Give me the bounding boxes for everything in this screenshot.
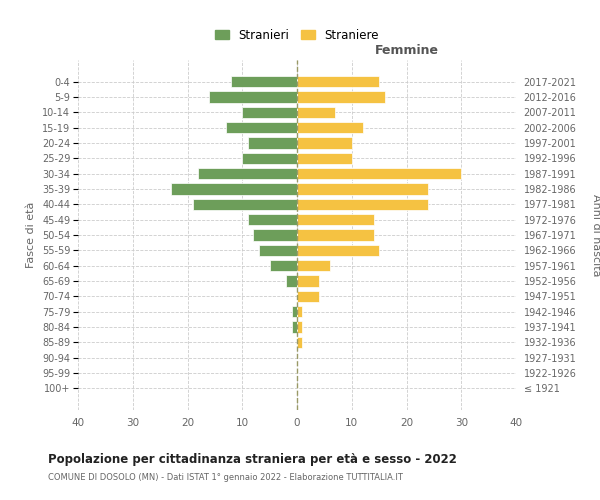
Bar: [297, 322, 302, 333]
Bar: [297, 276, 319, 287]
Text: COMUNE DI DOSOLO (MN) - Dati ISTAT 1° gennaio 2022 - Elaborazione TUTTITALIA.IT: COMUNE DI DOSOLO (MN) - Dati ISTAT 1° ge…: [48, 472, 403, 482]
Bar: [171, 183, 297, 194]
Bar: [297, 106, 335, 118]
Bar: [297, 122, 362, 134]
Bar: [297, 91, 385, 102]
Bar: [297, 290, 319, 302]
Bar: [286, 276, 297, 287]
Bar: [248, 137, 297, 148]
Bar: [292, 322, 297, 333]
Bar: [297, 336, 302, 348]
Y-axis label: Anni di nascita: Anni di nascita: [590, 194, 600, 276]
Bar: [297, 183, 428, 194]
Bar: [297, 214, 374, 226]
Bar: [297, 168, 461, 179]
Bar: [297, 229, 374, 241]
Bar: [269, 260, 297, 272]
Text: Popolazione per cittadinanza straniera per età e sesso - 2022: Popolazione per cittadinanza straniera p…: [48, 452, 457, 466]
Bar: [232, 76, 297, 88]
Bar: [199, 168, 297, 179]
Bar: [297, 152, 352, 164]
Y-axis label: Fasce di età: Fasce di età: [26, 202, 37, 268]
Bar: [297, 137, 352, 148]
Bar: [248, 214, 297, 226]
Bar: [297, 260, 330, 272]
Bar: [292, 306, 297, 318]
Bar: [297, 244, 379, 256]
Bar: [242, 106, 297, 118]
Bar: [193, 198, 297, 210]
Bar: [297, 76, 379, 88]
Bar: [297, 198, 428, 210]
Text: Femmine: Femmine: [374, 44, 439, 57]
Legend: Stranieri, Straniere: Stranieri, Straniere: [210, 24, 384, 46]
Bar: [259, 244, 297, 256]
Bar: [226, 122, 297, 134]
Bar: [253, 229, 297, 241]
Bar: [209, 91, 297, 102]
Bar: [297, 306, 302, 318]
Bar: [242, 152, 297, 164]
